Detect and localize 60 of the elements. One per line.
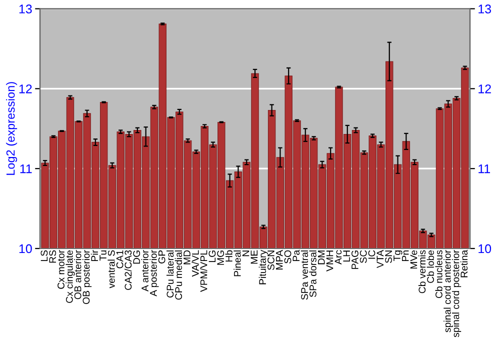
x-tick-label: PAG (352, 250, 358, 269)
x-tick-label: MD (184, 250, 190, 264)
x-tick-label: Retina (460, 250, 468, 278)
x-tick-label: VA/VL (192, 250, 199, 277)
x-tick-label: N (242, 250, 250, 256)
x-tick-label: VTA (376, 250, 384, 268)
y-tick-label: 12 (19, 84, 32, 94)
x-tick-label: Cb lobe (426, 250, 434, 283)
x-tick-label: Hb (225, 250, 232, 262)
x-tick-label: Tg (394, 250, 402, 262)
y2-tick-label: 10 (478, 244, 492, 254)
x-tick-label: LG (208, 250, 216, 262)
x-tick-label: VMH (326, 250, 334, 272)
x-tick-label: VPM/VPL (200, 250, 208, 292)
x-tick-label: Tu (100, 250, 106, 261)
x-tick-label: CPu lateral (166, 250, 174, 298)
x-tick-label: Cb nucleus (435, 250, 442, 298)
x-tick-label: A posterior (150, 250, 159, 296)
y2-tick-label: 12 (478, 84, 491, 94)
x-tick-label: ME (250, 250, 258, 264)
x-tick-label: Pa (292, 250, 300, 261)
y-tick-label: 13 (19, 4, 32, 14)
y2-tick-label: 13 (478, 4, 491, 14)
x-tick-label: OB anterior (74, 250, 82, 300)
x-tick-label: Cx cingulate (66, 250, 75, 303)
x-tick-label: Pn (402, 250, 409, 261)
y-tick-label: 11 (20, 164, 32, 174)
x-tick-label: Pir (90, 250, 98, 261)
x-tick-label: Cb vermis (418, 250, 426, 294)
x-tick-label: LH (343, 250, 350, 262)
x-tick-label: Arc (334, 250, 342, 264)
x-tick-label: IC (368, 250, 376, 259)
x-tick-label: MVe (410, 250, 418, 269)
x-tick-label: DM (318, 250, 325, 264)
x-tick-label: GP (158, 250, 166, 264)
x-tick-label: MG (217, 250, 224, 265)
x-tick-label: SCN (268, 250, 274, 270)
x-tick-label: CA1 (116, 250, 124, 268)
x-tick-label: MPA (276, 250, 283, 270)
x-tick-label: SPa dorsal (309, 250, 316, 297)
x-tick-label: RS (49, 250, 56, 263)
y2-tick-label: 11 (478, 164, 490, 174)
x-tick-label: SC (360, 250, 367, 263)
x-tick-label: Pituitary (258, 250, 268, 284)
x-tick-label: Pineal (234, 250, 241, 276)
x-tick-label: CA2/CA3 (124, 250, 132, 290)
y-axis-title: Log2 (expression) (6, 82, 18, 175)
x-tick-label: SN (385, 250, 392, 263)
x-tick-label: DG (133, 250, 140, 264)
x-tick-label: CPu medial (174, 250, 182, 300)
x-tick-label: LS (40, 250, 48, 261)
x-tick-label: spinal cord posterior (452, 250, 462, 338)
x-tick-label: SPa ventral (300, 250, 308, 300)
x-tick-label: OB posterior (82, 250, 92, 304)
x-tick-label: SO (284, 250, 292, 264)
x-tick-label: spinal cord anterior (444, 250, 453, 332)
x-tick-label: ventral S (108, 250, 115, 288)
y-tick-label: 10 (19, 244, 32, 254)
x-tick-label: A anterior (141, 250, 148, 292)
x-tick-label: Cx motor (58, 250, 64, 289)
